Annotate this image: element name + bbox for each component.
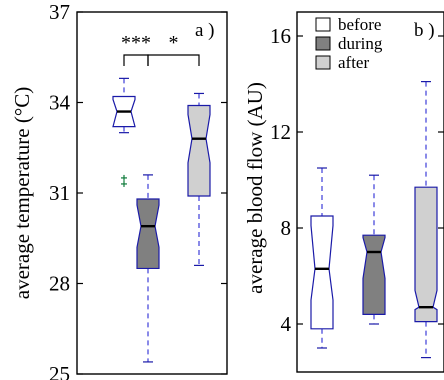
panel-b-ytick-label: 16: [270, 24, 291, 48]
panel-a-box-during: [136, 198, 160, 270]
panel-b-ytick-label: 4: [281, 312, 292, 336]
panel-a-significance-label: *: [169, 32, 179, 54]
panel-b-label: b ): [414, 20, 435, 41]
panel-a-ytick-label: 34: [49, 91, 71, 115]
panel-a-significance-label: ***: [121, 32, 151, 54]
panel-b-blood-flow: average blood flow (AU) b ) 4 8 12 16 before…: [243, 11, 444, 373]
panel-a-temperature: average temperature (°C) a ) 25 28 31 34 37 *…: [10, 0, 228, 380]
panel-b-box-during: [362, 234, 386, 315]
legend-swatch-after: [315, 55, 331, 70]
panel-a-ytick-label: 25: [49, 362, 70, 380]
legend-swatch-during: [315, 36, 331, 51]
panel-a-label: a ): [195, 20, 215, 41]
panel-a-ytick-label: 28: [49, 272, 70, 296]
legend-label-before: before: [338, 15, 381, 34]
legend-swatch-before: [315, 17, 331, 32]
panel-b-ylabel: average blood flow (AU): [243, 82, 267, 294]
panel-a-box-after: [187, 104, 211, 197]
panel-b-ytick-label: 8: [281, 216, 292, 240]
panel-b-axes-frame: [296, 11, 444, 373]
panel-a-significance-bracket: [123, 54, 149, 66]
panel-a-significance-bracket: [147, 54, 200, 66]
panel-a-ytick-label: 37: [49, 0, 70, 24]
panel-a-ytick-label: 31: [49, 181, 70, 205]
legend-label-during: during: [338, 34, 383, 53]
panel-b-ytick-label: 12: [270, 120, 291, 144]
panel-a-ylabel: average temperature (°C): [10, 87, 34, 299]
panel-b-box-after: [414, 186, 438, 323]
legend-label-after: after: [338, 53, 369, 72]
panel-b-box-before: [310, 215, 334, 330]
